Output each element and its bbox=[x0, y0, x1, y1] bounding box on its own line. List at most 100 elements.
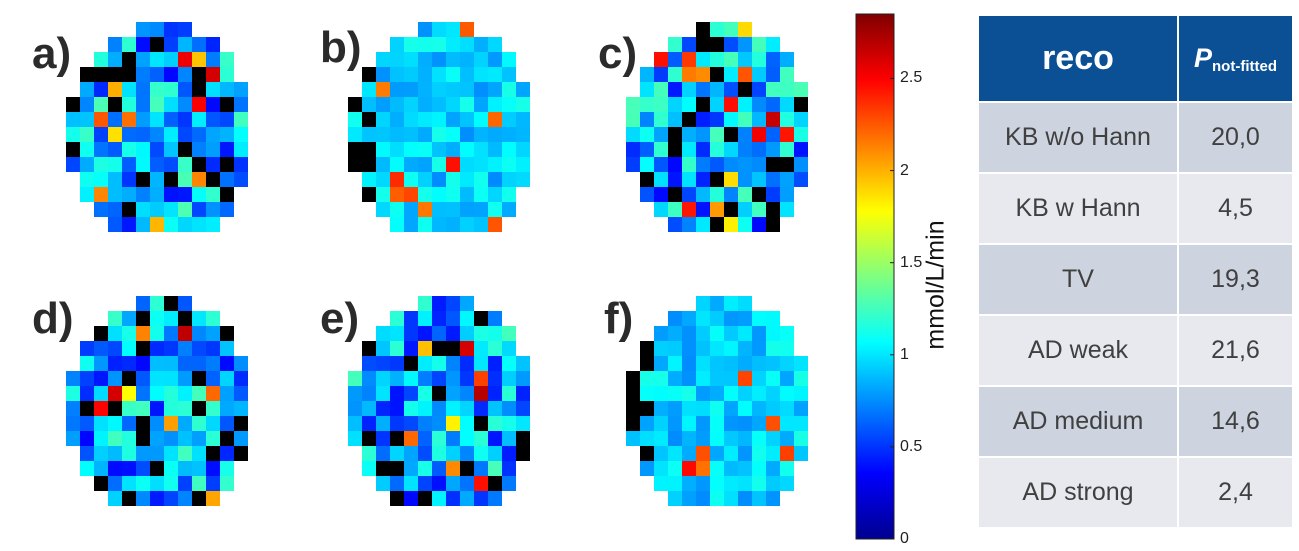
heatmap-cell bbox=[780, 172, 794, 187]
heatmap-cell bbox=[460, 22, 474, 37]
heatmap-cell bbox=[192, 386, 206, 401]
heatmap-cell bbox=[794, 356, 808, 371]
heatmap-cell bbox=[626, 142, 640, 157]
heatmap-cell bbox=[766, 187, 780, 202]
heatmap-cell bbox=[164, 142, 178, 157]
heatmap-cell bbox=[766, 431, 780, 446]
heatmap-cell bbox=[474, 217, 488, 232]
heatmap-cell bbox=[178, 112, 192, 127]
heatmap-cell bbox=[738, 142, 752, 157]
heatmap-cell bbox=[460, 142, 474, 157]
heatmap-cell bbox=[696, 326, 710, 341]
heatmap-cell bbox=[766, 217, 780, 232]
heatmap-cell bbox=[122, 386, 136, 401]
heatmap-cell bbox=[780, 401, 794, 416]
heatmap-cell bbox=[766, 112, 780, 127]
heatmap-cell bbox=[432, 326, 446, 341]
heatmap-cell bbox=[178, 401, 192, 416]
heatmap-cell bbox=[488, 142, 502, 157]
heatmap-cell bbox=[150, 97, 164, 112]
heatmap-cell bbox=[654, 431, 668, 446]
heatmap-cell bbox=[108, 127, 122, 142]
heatmap-cell bbox=[460, 386, 474, 401]
heatmap-cell bbox=[220, 401, 234, 416]
heatmap-cell bbox=[136, 341, 150, 356]
heatmap-cell bbox=[682, 67, 696, 82]
heatmap-cell bbox=[516, 82, 530, 97]
heatmap-cell bbox=[766, 37, 780, 52]
heatmap-cell bbox=[794, 97, 808, 112]
heatmap-cell bbox=[362, 82, 376, 97]
heatmap-cell bbox=[696, 431, 710, 446]
heatmap-cell bbox=[404, 217, 418, 232]
heatmap-cell bbox=[432, 67, 446, 82]
heatmap-cell bbox=[136, 431, 150, 446]
heatmap-cell bbox=[738, 127, 752, 142]
heatmap-cell bbox=[502, 386, 516, 401]
heatmap-cell bbox=[668, 67, 682, 82]
heatmap-cell bbox=[390, 386, 404, 401]
heatmap-cell bbox=[446, 386, 460, 401]
heatmap-panel-f bbox=[626, 296, 808, 506]
heatmap-cell bbox=[710, 37, 724, 52]
heatmap-cell bbox=[752, 461, 766, 476]
heatmap-cell bbox=[696, 22, 710, 37]
heatmap-cell bbox=[766, 172, 780, 187]
heatmap-cell bbox=[516, 416, 530, 431]
heatmap-cell bbox=[418, 217, 432, 232]
heatmap-panel-d bbox=[66, 296, 248, 506]
heatmap-cell bbox=[234, 386, 248, 401]
heatmap-cell bbox=[474, 371, 488, 386]
heatmap-cell bbox=[502, 431, 516, 446]
heatmap-cell bbox=[668, 401, 682, 416]
heatmap-cell bbox=[220, 461, 234, 476]
heatmap-cell bbox=[418, 97, 432, 112]
heatmap-cell bbox=[488, 217, 502, 232]
heatmap-cell bbox=[738, 476, 752, 491]
heatmap-cell bbox=[418, 67, 432, 82]
heatmap-cell bbox=[192, 371, 206, 386]
heatmap-cell bbox=[122, 127, 136, 142]
heatmap-cell bbox=[696, 37, 710, 52]
heatmap-cell bbox=[122, 142, 136, 157]
heatmap-cell bbox=[376, 341, 390, 356]
heatmap-cell bbox=[164, 67, 178, 82]
heatmap-cell bbox=[710, 172, 724, 187]
heatmap-cell bbox=[516, 112, 530, 127]
heatmap-cell bbox=[780, 431, 794, 446]
heatmap-cell bbox=[192, 157, 206, 172]
heatmap-cell bbox=[446, 97, 460, 112]
heatmap-cell bbox=[668, 491, 682, 506]
heatmap-cell bbox=[178, 22, 192, 37]
heatmap-cell bbox=[136, 446, 150, 461]
heatmap-cell bbox=[766, 476, 780, 491]
heatmap-cell bbox=[418, 401, 432, 416]
heatmap-cell bbox=[654, 371, 668, 386]
heatmap-cell bbox=[488, 341, 502, 356]
heatmap-cell bbox=[136, 157, 150, 172]
heatmap-cell bbox=[404, 371, 418, 386]
heatmap-cell bbox=[794, 386, 808, 401]
heatmap-cell bbox=[234, 142, 248, 157]
heatmap-cell bbox=[136, 142, 150, 157]
heatmap-cell bbox=[376, 112, 390, 127]
heatmap-cell bbox=[122, 82, 136, 97]
heatmap-cell bbox=[80, 187, 94, 202]
heatmap-cell bbox=[460, 311, 474, 326]
heatmap-cell bbox=[390, 356, 404, 371]
heatmap-cell bbox=[738, 37, 752, 52]
heatmap-cell bbox=[682, 127, 696, 142]
heatmap-cell bbox=[752, 217, 766, 232]
heatmap-cell bbox=[696, 187, 710, 202]
heatmap-cell bbox=[710, 326, 724, 341]
heatmap-cell bbox=[446, 67, 460, 82]
heatmap-cell bbox=[164, 371, 178, 386]
heatmap-cell bbox=[460, 431, 474, 446]
heatmap-cell bbox=[682, 311, 696, 326]
heatmap-cell bbox=[682, 172, 696, 187]
heatmap-cell bbox=[404, 187, 418, 202]
heatmap-cell bbox=[108, 142, 122, 157]
heatmap-cell bbox=[348, 386, 362, 401]
heatmap-cell bbox=[668, 172, 682, 187]
heatmap-cell bbox=[390, 187, 404, 202]
